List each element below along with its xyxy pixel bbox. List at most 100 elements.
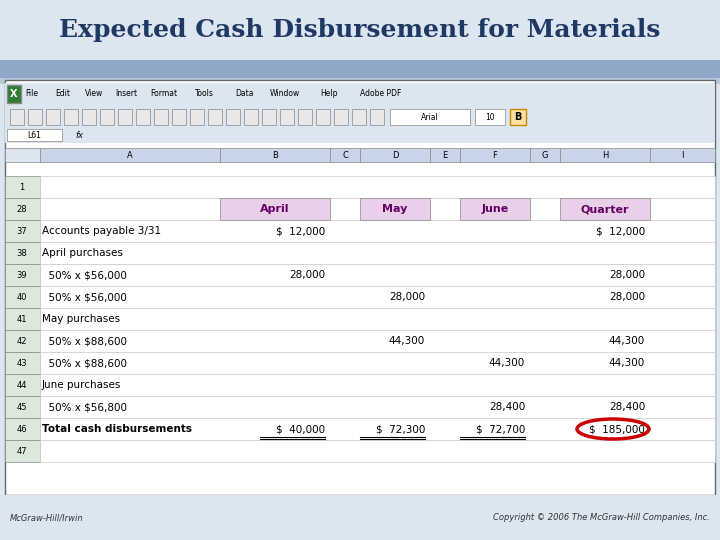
Bar bbox=[7, 129, 62, 141]
Text: 50% x $56,000: 50% x $56,000 bbox=[42, 270, 127, 280]
Text: H: H bbox=[602, 151, 608, 159]
Text: I: I bbox=[681, 151, 684, 159]
Bar bbox=[40, 374, 715, 396]
Text: B: B bbox=[514, 112, 522, 122]
Bar bbox=[40, 330, 715, 352]
Text: 28,000: 28,000 bbox=[289, 270, 325, 280]
Text: 28,000: 28,000 bbox=[389, 292, 425, 302]
Text: 39: 39 bbox=[17, 271, 27, 280]
Bar bbox=[5, 374, 40, 396]
Bar bbox=[40, 220, 715, 242]
Bar bbox=[5, 330, 40, 352]
Text: 44,300: 44,300 bbox=[608, 358, 645, 368]
Bar bbox=[40, 308, 715, 330]
Bar bbox=[28, 109, 42, 125]
Text: E: E bbox=[442, 151, 448, 159]
Bar bbox=[10, 109, 24, 125]
Text: Arial: Arial bbox=[421, 112, 439, 122]
Text: Edit: Edit bbox=[55, 90, 70, 98]
Text: 43: 43 bbox=[17, 359, 27, 368]
Text: X: X bbox=[10, 89, 18, 99]
Text: A: A bbox=[127, 151, 133, 159]
Bar bbox=[0, 78, 720, 84]
Bar bbox=[40, 352, 715, 374]
Text: B: B bbox=[272, 151, 278, 159]
Bar bbox=[352, 109, 366, 125]
Text: 47: 47 bbox=[17, 447, 27, 456]
Bar bbox=[64, 109, 78, 125]
Bar bbox=[40, 198, 715, 220]
Text: 50% x $88,600: 50% x $88,600 bbox=[42, 336, 127, 346]
Text: April: April bbox=[260, 204, 289, 214]
Bar bbox=[40, 242, 715, 264]
Bar bbox=[5, 264, 40, 286]
Text: 50% x $88,600: 50% x $88,600 bbox=[42, 358, 127, 368]
Text: Insert: Insert bbox=[115, 90, 137, 98]
Text: Accounts payable 3/31: Accounts payable 3/31 bbox=[42, 226, 161, 236]
Text: $  72,300: $ 72,300 bbox=[376, 424, 425, 434]
Bar bbox=[40, 396, 715, 418]
Bar bbox=[5, 286, 40, 308]
Text: View: View bbox=[85, 90, 103, 98]
Bar bbox=[5, 105, 715, 127]
Bar bbox=[0, 0, 720, 60]
Text: 41: 41 bbox=[17, 314, 27, 323]
Text: 45: 45 bbox=[17, 402, 27, 411]
Text: 46: 46 bbox=[17, 424, 27, 434]
Text: C: C bbox=[342, 151, 348, 159]
Bar bbox=[5, 440, 40, 462]
Bar bbox=[430, 148, 460, 162]
Bar bbox=[5, 80, 715, 495]
Text: Adobe PDF: Adobe PDF bbox=[360, 90, 401, 98]
Bar bbox=[40, 418, 715, 440]
Bar bbox=[280, 109, 294, 125]
Bar bbox=[136, 109, 150, 125]
Text: Format: Format bbox=[150, 90, 177, 98]
Text: File: File bbox=[25, 90, 38, 98]
Text: 44,300: 44,300 bbox=[608, 336, 645, 346]
Text: 50% x $56,000: 50% x $56,000 bbox=[42, 292, 127, 302]
Text: Tools: Tools bbox=[195, 90, 214, 98]
Bar bbox=[100, 109, 114, 125]
Text: 28,400: 28,400 bbox=[489, 402, 525, 412]
Text: June: June bbox=[482, 204, 508, 214]
Bar bbox=[360, 198, 430, 220]
Text: 40: 40 bbox=[17, 293, 27, 301]
Bar bbox=[5, 418, 40, 440]
Bar bbox=[650, 148, 715, 162]
Bar bbox=[40, 264, 715, 286]
Bar bbox=[370, 109, 384, 125]
Bar bbox=[530, 148, 560, 162]
Text: June purchases: June purchases bbox=[42, 380, 122, 390]
Bar bbox=[298, 109, 312, 125]
Bar bbox=[5, 220, 40, 242]
Text: $  12,000: $ 12,000 bbox=[276, 226, 325, 236]
Bar bbox=[40, 440, 715, 462]
Bar bbox=[390, 109, 470, 125]
Bar bbox=[40, 148, 220, 162]
Bar bbox=[40, 176, 715, 198]
Bar bbox=[5, 176, 40, 198]
Bar bbox=[154, 109, 168, 125]
Text: Data: Data bbox=[235, 90, 253, 98]
Bar bbox=[5, 83, 715, 105]
Bar bbox=[475, 109, 505, 125]
Text: April purchases: April purchases bbox=[42, 248, 123, 258]
Bar bbox=[0, 60, 720, 78]
Bar bbox=[220, 198, 330, 220]
Text: 44: 44 bbox=[17, 381, 27, 389]
Text: 28,000: 28,000 bbox=[609, 270, 645, 280]
Bar bbox=[82, 109, 96, 125]
Text: 38: 38 bbox=[17, 248, 27, 258]
Text: May purchases: May purchases bbox=[42, 314, 120, 324]
Text: 1: 1 bbox=[19, 183, 24, 192]
Bar bbox=[5, 198, 40, 220]
Bar bbox=[5, 148, 40, 162]
Bar bbox=[510, 109, 526, 125]
Bar bbox=[460, 198, 530, 220]
Bar bbox=[560, 148, 650, 162]
Text: 37: 37 bbox=[17, 226, 27, 235]
Text: Total cash disbursements: Total cash disbursements bbox=[42, 424, 192, 434]
Text: $  185,000: $ 185,000 bbox=[589, 424, 645, 434]
Bar bbox=[46, 109, 60, 125]
